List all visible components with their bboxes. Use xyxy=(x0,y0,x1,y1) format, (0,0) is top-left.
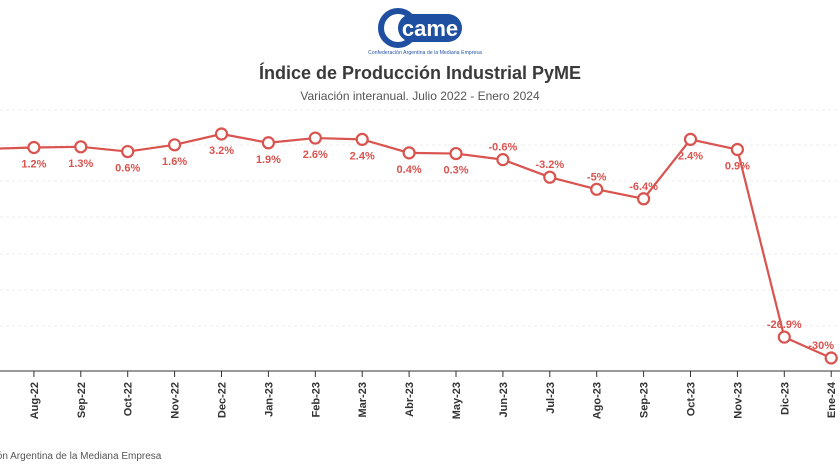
came-logo-mark: came xyxy=(378,8,462,48)
data-point xyxy=(214,127,229,141)
came-logo: came Confederación Argentina de la Media… xyxy=(360,8,490,60)
data-point xyxy=(449,146,463,161)
x-tick-label: Ene-24 xyxy=(826,381,838,418)
data-point xyxy=(636,192,651,206)
x-tick-label: Jan-23 xyxy=(263,382,275,417)
data-points xyxy=(27,127,838,365)
data-label: 2.4% xyxy=(678,150,703,162)
data-label: 2.6% xyxy=(303,149,328,161)
data-label: 1.6% xyxy=(162,156,187,168)
source-text: ación Argentina de la Mediana Empresa xyxy=(0,451,162,462)
x-tick-label: Ago-23 xyxy=(592,382,604,419)
logo-word: came xyxy=(402,16,458,41)
x-tick-label: Dec-22 xyxy=(217,382,229,418)
x-tick-label: Sep-22 xyxy=(76,382,88,418)
data-point xyxy=(27,140,41,155)
data-point xyxy=(261,136,275,150)
chart-subtitle: Variación interanual. Julio 2022 - Enero… xyxy=(300,89,540,103)
data-labels: 1.2% 1.3% 0.6% 1.6% 3.2% 1.9% 2.6% 2.4% 0.4% 0.3%… xyxy=(21,142,834,352)
x-tick-label: Mar-23 xyxy=(357,382,369,417)
logo-tagline: Confederación Argentina de la Mediana Em… xyxy=(368,50,482,56)
data-label: -26.9% xyxy=(767,319,802,331)
data-point xyxy=(683,132,698,146)
x-tick-label: Dic-23 xyxy=(779,382,791,415)
x-tick-label: Nov-23 xyxy=(732,382,744,419)
grid-lines xyxy=(0,109,840,327)
data-label: 0.4% xyxy=(397,164,422,176)
data-label: -3.2% xyxy=(535,159,564,171)
x-tick-label: Feb-23 xyxy=(310,382,322,417)
data-label: -6.4% xyxy=(629,181,658,193)
x-tick-label: Abr-23 xyxy=(404,382,416,417)
data-point xyxy=(308,131,322,145)
data-point xyxy=(402,146,416,160)
x-tick-label: Aug-22 xyxy=(29,382,41,419)
data-label: 1.3% xyxy=(68,158,93,170)
data-label: 1.9% xyxy=(256,154,281,166)
data-label: 0.6% xyxy=(115,163,140,175)
x-axis xyxy=(0,370,840,377)
data-label: 0.3% xyxy=(443,165,468,177)
chart-title: Índice de Producción Industrial PyME xyxy=(258,63,582,83)
x-tick-label: Nov-22 xyxy=(170,382,182,419)
x-tick-label: Oct-22 xyxy=(123,382,135,416)
data-label: 0.9% xyxy=(725,161,750,173)
data-label: -30% xyxy=(808,340,834,352)
x-tick-label: Oct-23 xyxy=(686,382,698,416)
data-point xyxy=(590,182,604,196)
x-tick-label: Jun-23 xyxy=(498,382,510,417)
x-tick-label: May-23 xyxy=(451,382,463,419)
data-point xyxy=(777,330,791,344)
data-point xyxy=(121,144,135,159)
data-label: -5% xyxy=(587,171,607,183)
data-point xyxy=(355,132,369,146)
data-point xyxy=(543,170,557,184)
data-label: -0.6% xyxy=(489,142,518,154)
data-label: 3.2% xyxy=(209,145,234,157)
data-label: 1.2% xyxy=(21,158,46,170)
x-tick-label: Sep-23 xyxy=(639,382,651,418)
data-point xyxy=(168,138,182,152)
data-point xyxy=(824,351,838,365)
data-point xyxy=(730,142,745,157)
source-note: ación Argentina de la Mediana Empresa xyxy=(0,451,177,462)
data-point xyxy=(496,153,510,167)
x-tick-label: Jul-23 xyxy=(545,382,557,414)
x-tick-labels: Jul-22Aug-22Sep-22Oct-22Nov-22Dec-22Jan-… xyxy=(29,381,838,419)
data-label: 2.4% xyxy=(350,150,375,162)
data-point xyxy=(74,140,88,154)
